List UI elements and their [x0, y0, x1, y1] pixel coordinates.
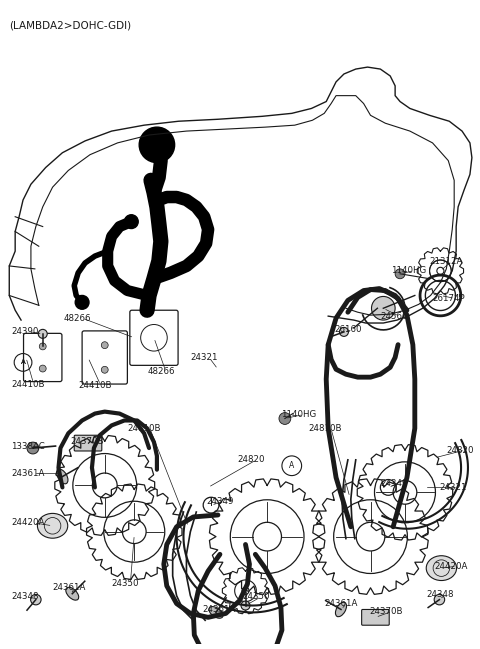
Text: 24810B: 24810B — [309, 424, 342, 433]
Circle shape — [393, 480, 417, 504]
Text: 1140HG: 1140HG — [281, 410, 316, 419]
Text: 24350: 24350 — [112, 580, 139, 589]
Text: 24810B: 24810B — [127, 424, 161, 433]
Text: 26174P: 26174P — [432, 294, 465, 303]
Circle shape — [372, 297, 395, 320]
FancyBboxPatch shape — [130, 310, 178, 365]
Text: 24361A: 24361A — [11, 469, 45, 478]
Circle shape — [253, 522, 281, 551]
Text: 24361A: 24361A — [324, 599, 358, 608]
Circle shape — [356, 522, 385, 551]
Circle shape — [31, 594, 41, 605]
FancyBboxPatch shape — [24, 334, 62, 382]
FancyBboxPatch shape — [361, 609, 389, 625]
Text: 24410B: 24410B — [78, 380, 112, 389]
Text: 24348: 24348 — [11, 592, 39, 601]
Ellipse shape — [209, 607, 223, 618]
Circle shape — [101, 366, 108, 373]
Text: 24348: 24348 — [427, 590, 454, 599]
Circle shape — [92, 473, 117, 498]
Text: 24410B: 24410B — [11, 380, 45, 389]
Circle shape — [434, 594, 444, 605]
Circle shape — [39, 343, 46, 350]
Circle shape — [339, 327, 348, 336]
Ellipse shape — [57, 469, 68, 484]
Circle shape — [124, 215, 138, 228]
Text: A: A — [21, 360, 25, 365]
Circle shape — [279, 413, 291, 424]
Circle shape — [122, 520, 146, 544]
Text: 24370B: 24370B — [70, 437, 104, 446]
Text: 24350: 24350 — [242, 592, 270, 601]
Circle shape — [38, 329, 47, 338]
Text: 24349: 24349 — [380, 479, 408, 488]
Circle shape — [101, 342, 108, 349]
Text: 48266: 48266 — [147, 367, 175, 376]
Ellipse shape — [37, 513, 68, 538]
Text: A: A — [21, 360, 25, 365]
FancyBboxPatch shape — [82, 331, 127, 384]
Circle shape — [75, 295, 89, 309]
FancyBboxPatch shape — [74, 435, 102, 451]
Text: 24820: 24820 — [238, 456, 265, 464]
Text: 24361A: 24361A — [202, 605, 236, 614]
Circle shape — [242, 587, 249, 594]
Text: 1140HG: 1140HG — [391, 266, 426, 275]
Circle shape — [437, 267, 444, 275]
Circle shape — [395, 269, 405, 278]
Text: (LAMBDA2>DOHC-GDI): (LAMBDA2>DOHC-GDI) — [9, 21, 132, 31]
Text: 24370B: 24370B — [370, 607, 403, 616]
Circle shape — [27, 442, 39, 454]
Ellipse shape — [66, 587, 79, 600]
Text: 24420A: 24420A — [11, 519, 45, 528]
Text: 26160: 26160 — [334, 325, 361, 334]
Circle shape — [139, 127, 175, 163]
Text: 24321: 24321 — [439, 483, 467, 492]
Text: 24560: 24560 — [380, 312, 408, 321]
Text: 24390: 24390 — [11, 327, 38, 336]
Text: A: A — [289, 461, 294, 471]
Circle shape — [241, 601, 250, 610]
Ellipse shape — [426, 556, 456, 580]
Ellipse shape — [336, 602, 347, 617]
Text: 24349: 24349 — [206, 496, 233, 506]
Text: 24820: 24820 — [446, 445, 474, 454]
Text: 1338AC: 1338AC — [11, 441, 45, 450]
Text: 24321: 24321 — [191, 353, 218, 362]
Text: 21312A: 21312A — [430, 256, 463, 265]
Text: 48266: 48266 — [63, 313, 91, 323]
Circle shape — [39, 365, 46, 372]
Text: 24361A: 24361A — [53, 583, 86, 593]
Text: 24420A: 24420A — [434, 561, 468, 570]
